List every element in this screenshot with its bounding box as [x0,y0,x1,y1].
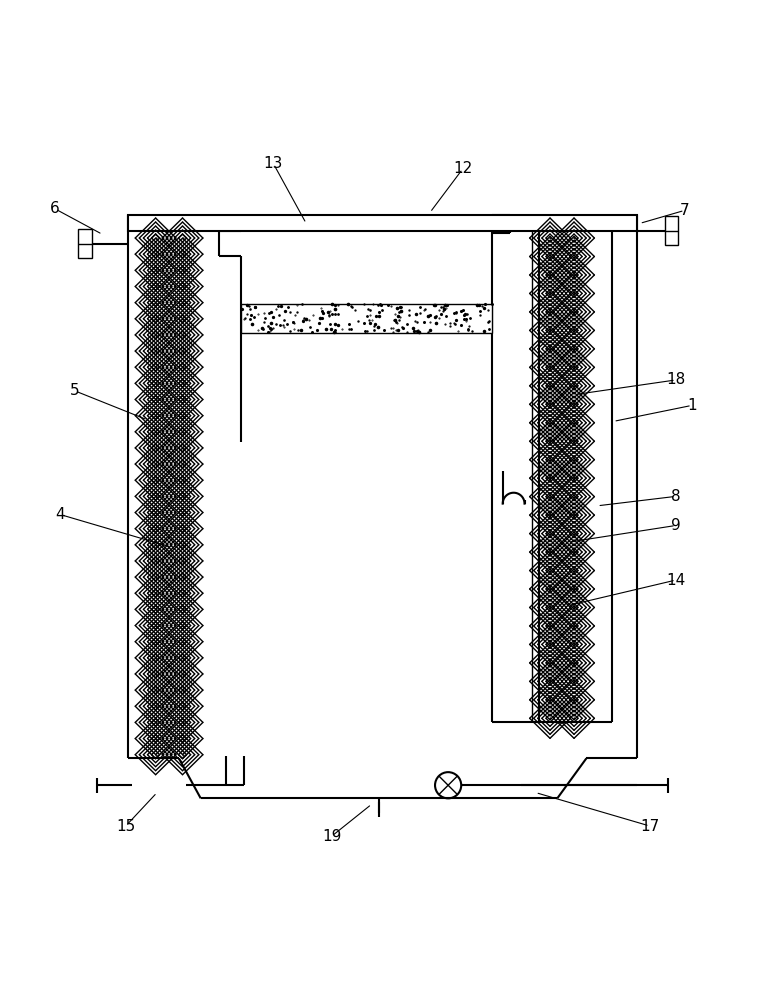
Text: 7: 7 [680,203,690,218]
Bar [79,229,92,258]
Text: 5: 5 [70,383,80,398]
Text: 12: 12 [453,161,472,176]
Text: 13: 13 [264,156,283,171]
Text: 17: 17 [640,819,659,834]
Text: 8: 8 [671,489,681,504]
Text: 18: 18 [666,372,685,387]
Bar [128,215,637,231]
Text: 9: 9 [671,518,681,533]
Bar [665,216,678,245]
Bar [241,304,492,333]
Text: 14: 14 [666,573,685,588]
Text: 6: 6 [50,201,60,216]
Text: 15: 15 [116,819,136,834]
Text: 4: 4 [55,507,65,522]
Text: 19: 19 [322,829,341,844]
Text: 1: 1 [687,398,697,413]
